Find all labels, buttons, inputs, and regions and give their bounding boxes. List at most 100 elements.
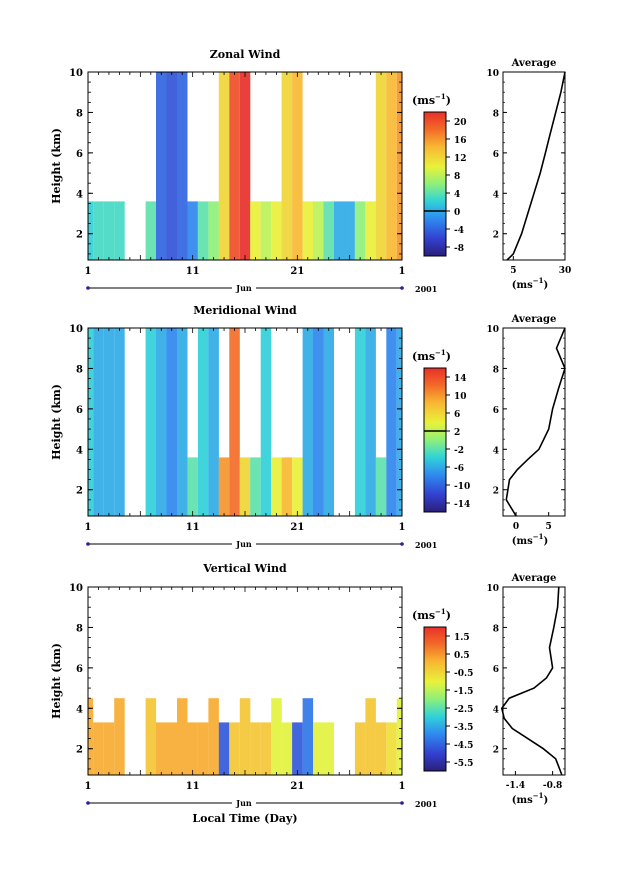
heatmap-cell-day-4 [114,201,125,260]
date-axis-label-bg [232,538,256,549]
heatmap-cell-day-20 [281,72,293,260]
colorbar-tick-label: 1.5 [454,633,470,643]
date-axis-label-bg [232,282,256,293]
x-axis: 1 11 21 1 [85,587,405,792]
heatmap-cell-day-29 [375,72,387,260]
heatmap-area [88,72,402,260]
average-x-tick-label: -0.8 [543,781,562,791]
heatmap-cell-day-25 [334,201,345,260]
heatmap-cell-day-29 [375,722,387,775]
average-x-label: (ms−1) [512,791,548,806]
average-profile: Average 2 4 6 8 10 5 30 (ms−1) [486,58,571,291]
heatmap-cell-day-11 [187,457,198,516]
heatmap-cell-day-24 [323,722,334,775]
heatmap-cell-day-13 [208,201,219,260]
heatmap-cell-day-17 [250,457,261,516]
panel-title: Zonal Wind [210,48,281,61]
average-y-tick-label: 6 [493,406,499,416]
heatmap-cell-day-10 [177,328,188,516]
heatmap-cell-day-9 [166,722,177,775]
heatmap-cell-day-22 [302,328,314,516]
average-x-label-close: ) [543,536,548,547]
y-tick-label: 6 [76,149,83,160]
heatmap-cell-day-14 [218,72,230,260]
colorbar-tick-label: 0.5 [454,651,470,661]
heatmap-cell-day-17 [250,722,261,775]
y-tick-label: 10 [69,324,83,335]
colorbar: (ms−1) 14 10 6 2 -2 -6 -10 -14 [412,348,470,513]
colorbar-tick-label: -2.5 [454,705,473,715]
average-profile: Average 2 4 6 8 10 -1.4 -0.8(ms−1) [486,573,566,806]
x-axis-label: Local Time (Day) [192,812,297,825]
y-tick-label: 8 [76,623,83,634]
year-label: 2001 [415,799,437,809]
heatmap-cell-day-14 [218,722,230,775]
y-axis: 2 4 6 8 10 [69,68,402,255]
x-axis: 1 11 21 1 [85,328,405,533]
average-y-tick-label: 2 [493,746,499,756]
heatmap-cell-day-8 [156,722,167,775]
heatmap-cell-day-9 [166,328,177,516]
heatmap-cell-day-30 [386,328,397,516]
heatmap-cell-day-23 [313,722,324,775]
panel-title: Meridional Wind [193,304,297,317]
heatmap-cell-day-2 [93,722,104,775]
average-x-tick-label: 5 [546,522,552,532]
average-x-tick-label: -1.4 [506,781,525,791]
average-frame [502,586,566,776]
y-tick-label: 10 [69,68,83,79]
heatmap-cell-day-16 [239,698,251,775]
heatmap-cell-day-31 [396,72,402,260]
date-axis: Jun 2001 [86,797,437,809]
heatmap-area [88,698,402,775]
date-axis: Jun 2001 [86,282,437,294]
heatmap-cell-day-28 [365,201,376,260]
heatmap-cell-day-10 [177,698,188,775]
average-y-tick-label: 6 [493,150,499,160]
heatmap-cell-day-31 [396,698,402,775]
heatmap-cell-day-20 [281,457,293,516]
colorbar-tick-label: 12 [454,154,467,164]
heatmap-cell-day-16 [239,457,251,516]
heatmap-cell-day-22 [302,698,314,775]
colorbar-tick-label: -2 [454,446,464,456]
heatmap-cell-day-3 [103,328,115,516]
average-profile-line [506,71,566,261]
heatmap-cell-day-27 [354,722,366,775]
heatmap-cell-day-1 [88,201,94,260]
heatmap-cell-day-14 [218,457,230,516]
colorbar-tick-label: -10 [454,482,470,492]
date-axis-start-marker [86,542,90,546]
heatmap-cell-day-1 [88,698,94,775]
average-x-label-exponent: −1 [533,532,544,541]
heatmap-cell-day-8 [156,328,167,516]
heatmap-cell-day-24 [323,328,334,516]
heatmap-cell-day-30 [386,72,397,260]
heatmap-cell-day-1 [88,328,94,516]
colorbar-tick-label: -14 [454,500,470,510]
x-tick-label: 11 [186,522,200,533]
colorbar: (ms−1) 20 16 12 8 4 0 -4 -8 [412,92,467,257]
heatmap-cell-day-9 [166,72,177,260]
colorbar: (ms−1) 1.5 0.5 -0.5 -1.5 -2.5 -3.5 -4.5 -5.5 [412,607,473,772]
heatmap-cell-day-7 [145,698,157,775]
heatmap-cell-day-31 [396,328,402,516]
heatmap-cell-day-12 [197,201,209,260]
heatmap-cell-day-7 [145,201,157,260]
x-tick-label: 1 [85,266,92,277]
average-y-tick-label: 8 [493,109,499,119]
date-axis-start-marker [86,286,90,290]
heatmap-cell-day-29 [375,457,387,516]
colorbar-tick-label: -4 [454,226,464,236]
average-x-label-exponent: −1 [533,276,544,285]
colorbar-tick-label: 10 [454,392,467,402]
heatmap-cell-day-19 [271,201,282,260]
heatmap-cell-day-3 [103,201,115,260]
date-axis-label-bg [232,797,256,808]
colorbar-tick-label: -0.5 [454,669,473,679]
average-profile-line [505,327,566,517]
x-tick-label: 1 [399,266,406,277]
average-frame [502,71,566,261]
